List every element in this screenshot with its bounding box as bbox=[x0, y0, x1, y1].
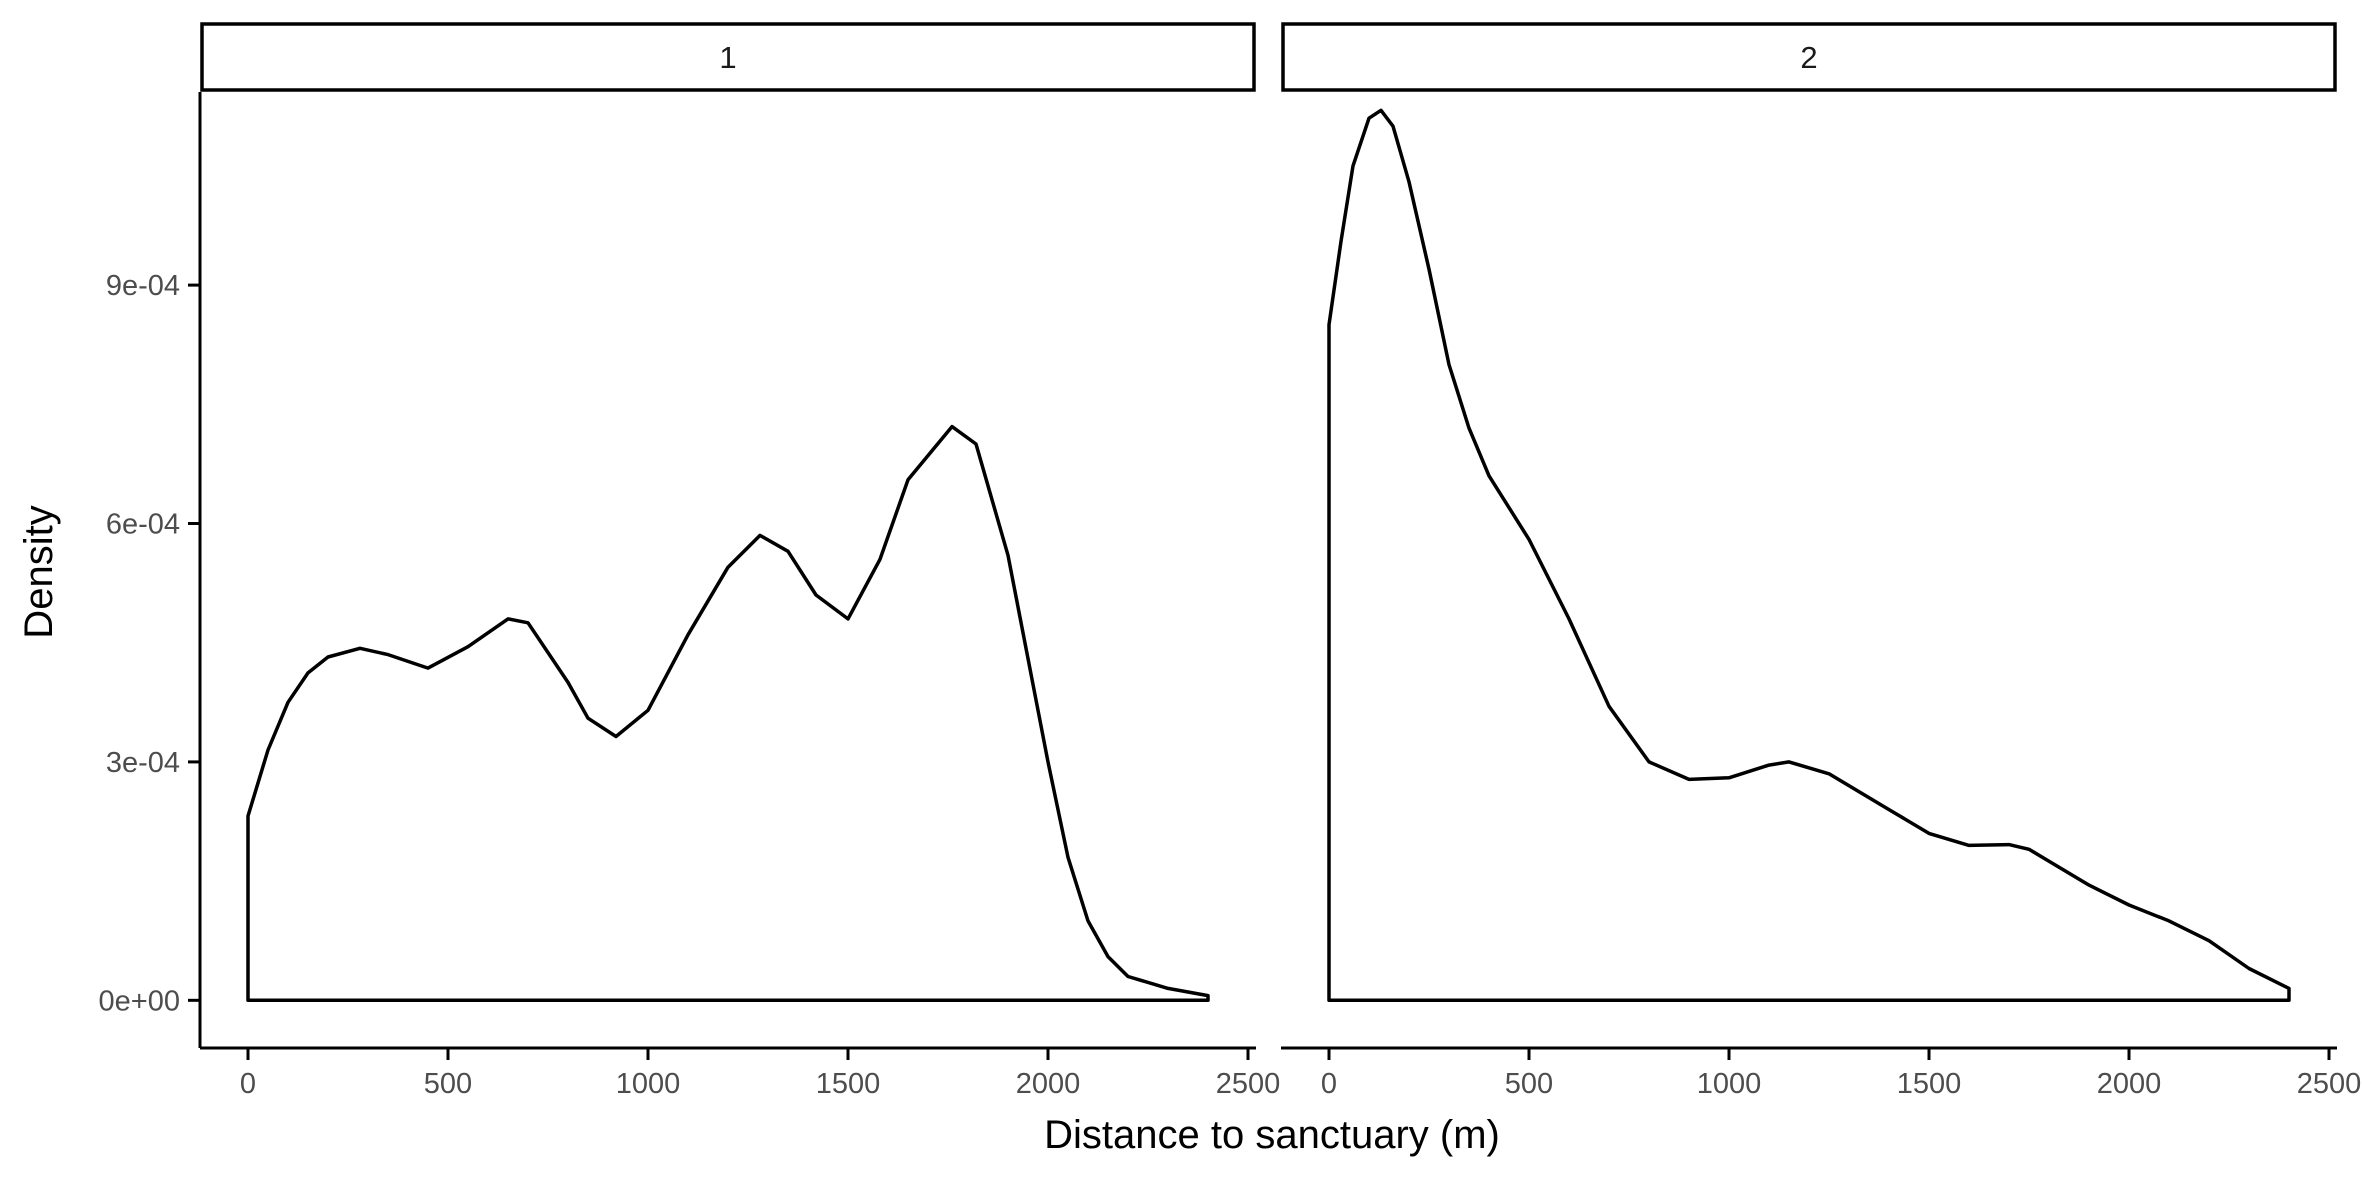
x-tick-label: 2000 bbox=[1016, 1068, 1081, 1100]
x-tick-label: 500 bbox=[424, 1068, 472, 1100]
density-curve bbox=[1327, 108, 2291, 1003]
panel-2: 2 0 500 1000 1500 2000 2500 bbox=[1281, 22, 2362, 1100]
density-curve bbox=[246, 424, 1210, 1003]
x-tick-label: 2500 bbox=[2297, 1068, 2362, 1100]
y-tick-label: 0e+00 bbox=[99, 985, 180, 1017]
x-tick-label: 0 bbox=[1321, 1068, 1337, 1100]
x-tick-label: 2000 bbox=[2097, 1068, 2162, 1100]
panel-1: 1 0 500 1000 1500 2000 2500 bbox=[200, 22, 1281, 1100]
x-tick-label: 1500 bbox=[816, 1068, 881, 1100]
y-axis: 0e+00 3e-04 6e-04 9e-04 bbox=[99, 92, 202, 1048]
x-tick-label: 1500 bbox=[1897, 1068, 1962, 1100]
panel-strip-label: 1 bbox=[719, 40, 736, 75]
panel-strip bbox=[1281, 22, 2337, 92]
y-tick-label: 9e-04 bbox=[106, 270, 180, 302]
x-tick-label: 500 bbox=[1505, 1068, 1553, 1100]
x-tick-label: 1000 bbox=[1697, 1068, 1762, 1100]
x-tick-label: 2500 bbox=[1216, 1068, 1281, 1100]
x-axis-title: Distance to sanctuary (m) bbox=[1044, 1113, 1500, 1157]
panel-strip bbox=[200, 22, 1256, 92]
panel-strip-label: 2 bbox=[1800, 40, 1817, 75]
y-tick-label: 6e-04 bbox=[106, 509, 180, 541]
x-tick-label: 1000 bbox=[616, 1068, 681, 1100]
panels-layer: 1 0 500 1000 1500 2000 2500 2 0 500 1000 1500 2000 25… bbox=[200, 22, 2362, 1100]
x-tick-label: 0 bbox=[240, 1068, 256, 1100]
y-axis-title: Density bbox=[17, 505, 61, 638]
y-tick-label: 3e-04 bbox=[106, 747, 180, 779]
